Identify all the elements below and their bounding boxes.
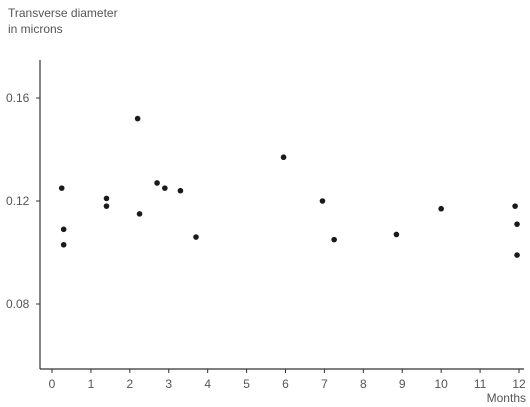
x-tick-label: 10 (434, 377, 448, 391)
y-tick-label: 0.12 (6, 194, 30, 208)
data-point (193, 234, 199, 240)
tick-labels: 0.080.120.160 1 2 3 4 5 6 7 8 9 10 11 12 (6, 91, 526, 391)
y-tick-label: 0.08 (6, 297, 30, 311)
y-axis-title-line1: Transverse diameter (8, 6, 118, 20)
x-axis-title: Months (487, 391, 526, 405)
x-tick-label: 9 (399, 377, 406, 391)
x-tick-label: 3 (165, 377, 172, 391)
data-point (162, 185, 168, 191)
x-tick-label: 12 (512, 377, 526, 391)
data-point (134, 115, 141, 122)
x-tick-label: 11 (474, 377, 487, 391)
data-point (177, 187, 184, 194)
data-points (58, 115, 520, 258)
data-point (514, 221, 520, 227)
data-point (103, 203, 110, 209)
x-tick-label: 6 (282, 377, 289, 391)
data-point (280, 154, 287, 161)
x-tick-label: 7 (321, 377, 328, 391)
data-point (393, 231, 400, 238)
x-tick-label: 0 (49, 377, 56, 391)
data-point (512, 203, 518, 209)
data-point (58, 185, 65, 191)
data-point (438, 205, 444, 212)
data-point (60, 226, 67, 233)
data-point (60, 241, 67, 248)
data-point (331, 236, 337, 243)
x-tick-label: 2 (126, 377, 133, 391)
axes (39, 60, 524, 370)
data-point (103, 195, 110, 202)
data-point (154, 180, 160, 186)
data-point (136, 211, 143, 217)
data-point (319, 198, 326, 204)
x-tick-label: 1 (88, 377, 95, 391)
y-tick-label: 0.16 (6, 91, 30, 105)
x-tick-label: 4 (204, 377, 211, 391)
y-axis-title-line2: in microns (8, 22, 63, 36)
x-tick-label: 8 (360, 377, 367, 391)
data-point (514, 252, 520, 258)
x-tick-label: 5 (243, 377, 250, 391)
